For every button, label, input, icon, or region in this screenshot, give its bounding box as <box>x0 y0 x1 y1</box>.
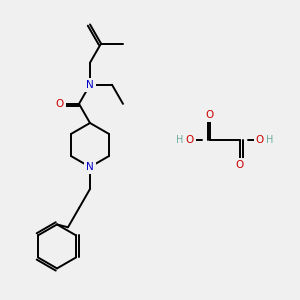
Text: O: O <box>56 99 64 109</box>
Text: O: O <box>186 135 194 145</box>
Text: O: O <box>206 110 214 120</box>
Text: O: O <box>256 135 264 145</box>
Text: N: N <box>86 80 94 90</box>
Text: H: H <box>176 135 184 145</box>
Text: N: N <box>86 162 94 172</box>
Text: O: O <box>236 160 244 170</box>
Text: H: H <box>266 135 274 145</box>
